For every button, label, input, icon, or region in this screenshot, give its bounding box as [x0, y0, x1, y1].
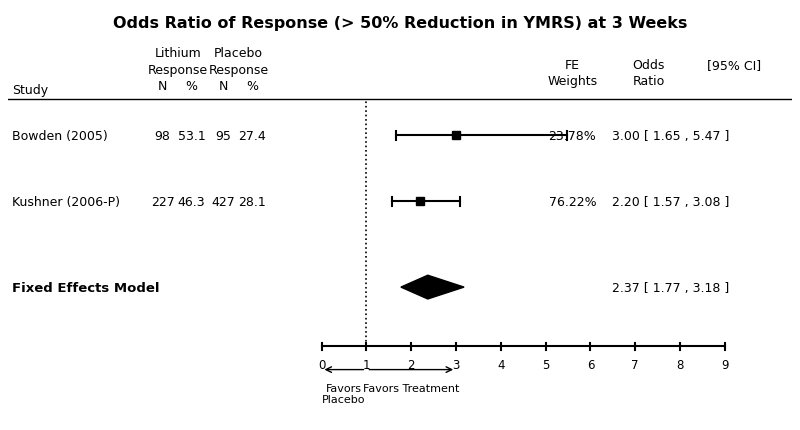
Text: Response: Response — [148, 64, 208, 77]
Text: Kushner (2006-P): Kushner (2006-P) — [13, 195, 121, 208]
Text: [95% CI]: [95% CI] — [706, 59, 761, 72]
Text: Odds
Ratio: Odds Ratio — [633, 59, 665, 88]
Text: 5: 5 — [542, 359, 550, 372]
Text: 3.00 [ 1.65 , 5.47 ]: 3.00 [ 1.65 , 5.47 ] — [612, 129, 730, 142]
Text: 227: 227 — [150, 195, 174, 208]
Text: 8: 8 — [676, 359, 684, 372]
Text: Fixed Effects Model: Fixed Effects Model — [13, 281, 160, 294]
Text: N: N — [158, 80, 167, 93]
Text: 427: 427 — [211, 195, 235, 208]
Text: 53.1: 53.1 — [178, 129, 206, 142]
Text: Placebo: Placebo — [214, 47, 263, 60]
Text: Odds Ratio of Response (> 50% Reduction in YMRS) at 3 Weeks: Odds Ratio of Response (> 50% Reduction … — [113, 16, 687, 31]
Text: 2.20 [ 1.57 , 3.08 ]: 2.20 [ 1.57 , 3.08 ] — [612, 195, 730, 208]
Text: Bowden (2005): Bowden (2005) — [13, 129, 108, 142]
Text: 46.3: 46.3 — [178, 195, 206, 208]
Text: 1: 1 — [362, 359, 370, 372]
Text: 3: 3 — [452, 359, 460, 372]
Text: 4: 4 — [497, 359, 505, 372]
Text: 76.22%: 76.22% — [549, 195, 596, 208]
Text: 28.1: 28.1 — [238, 195, 266, 208]
Text: 2: 2 — [407, 359, 415, 372]
Text: Study: Study — [13, 83, 49, 96]
Text: 9: 9 — [721, 359, 729, 372]
Text: Favors Treatment: Favors Treatment — [363, 383, 459, 393]
Polygon shape — [401, 276, 464, 299]
Text: 95: 95 — [215, 129, 231, 142]
Text: Favors
Placebo: Favors Placebo — [322, 383, 366, 405]
Text: Response: Response — [209, 64, 269, 77]
Text: 23.78%: 23.78% — [549, 129, 596, 142]
Text: Lithium: Lithium — [155, 47, 202, 60]
Text: 2.37 [ 1.77 , 3.18 ]: 2.37 [ 1.77 , 3.18 ] — [613, 281, 730, 294]
Text: 0: 0 — [318, 359, 326, 372]
Text: 27.4: 27.4 — [238, 129, 266, 142]
Text: 98: 98 — [154, 129, 170, 142]
Text: FE
Weights: FE Weights — [547, 59, 598, 88]
Text: 7: 7 — [631, 359, 639, 372]
Text: 6: 6 — [586, 359, 594, 372]
Text: %: % — [246, 80, 258, 93]
Text: %: % — [186, 80, 198, 93]
Text: N: N — [218, 80, 228, 93]
